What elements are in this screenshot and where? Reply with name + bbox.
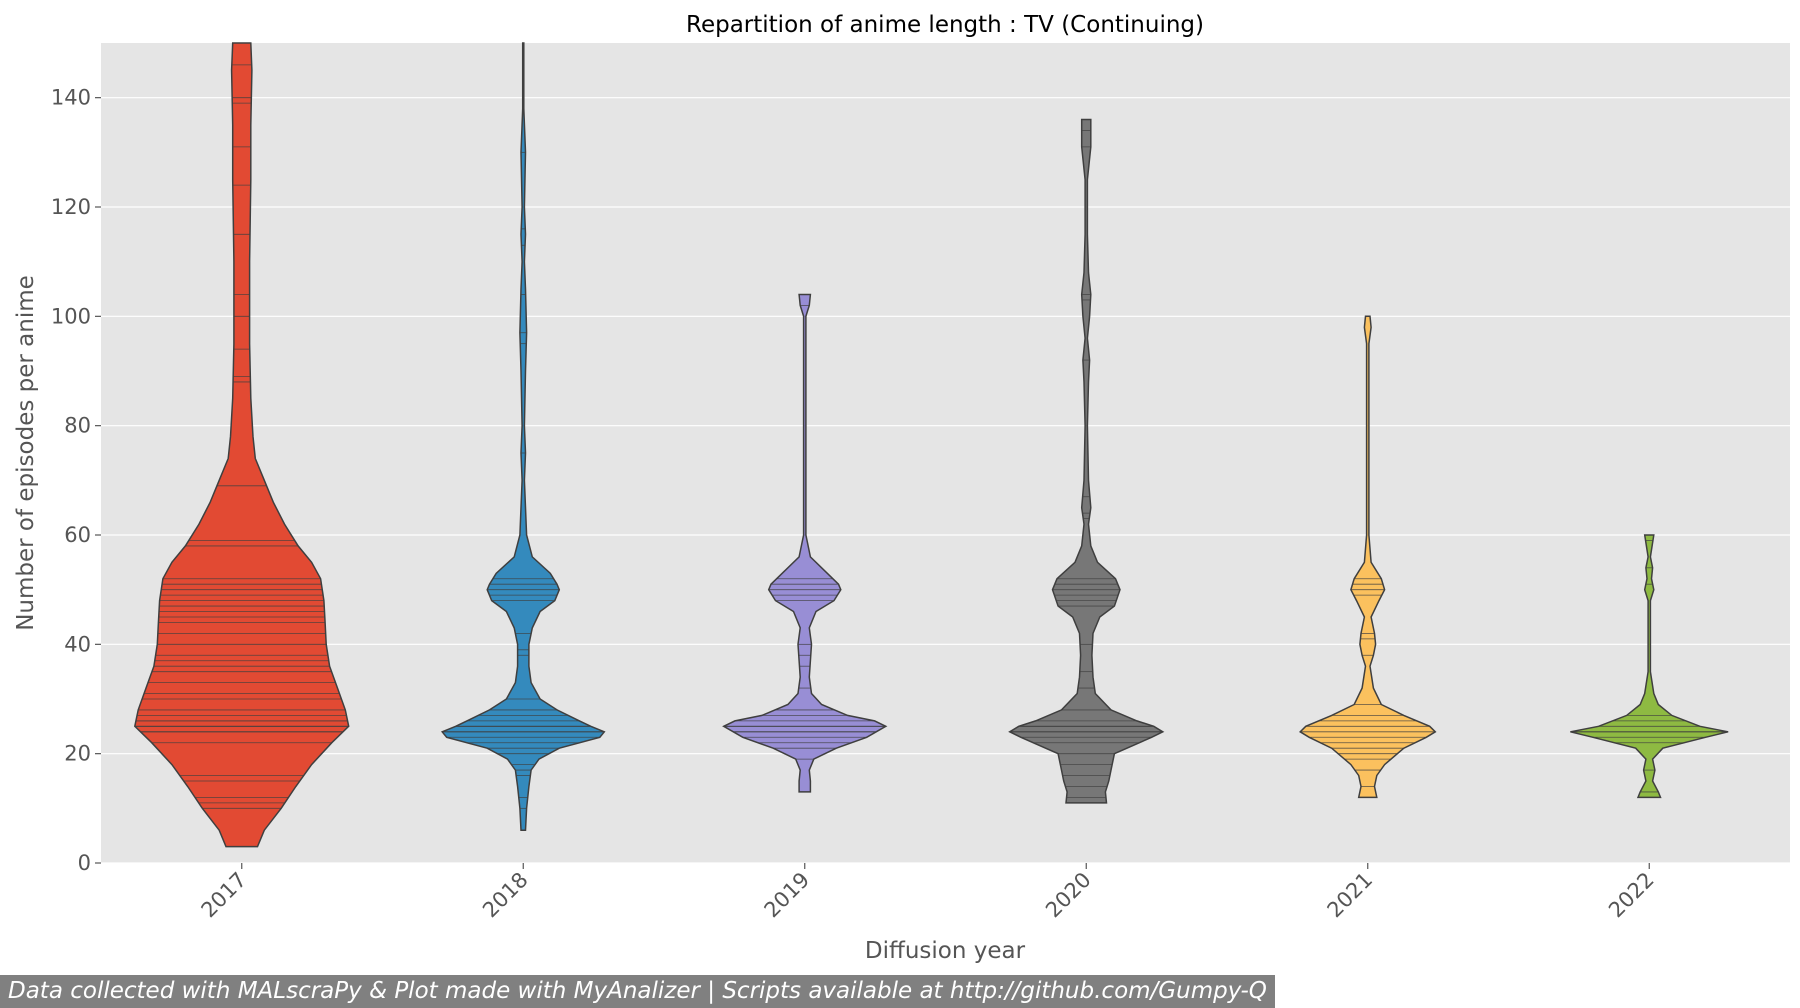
violin-2021 xyxy=(1298,315,1437,799)
y-tick-label: 20 xyxy=(64,742,91,766)
x-axis-ticks: 2017 2018 2019 2020 2021 2022 xyxy=(197,863,1659,922)
y-axis-label: Number of episodes per anime xyxy=(13,275,39,631)
x-tick-label: 2021 xyxy=(1323,868,1378,923)
violin-2018 xyxy=(440,42,606,831)
violin-body xyxy=(440,42,606,831)
x-tick-label: 2019 xyxy=(760,868,815,923)
chart-title: Repartition of anime length : TV (Contin… xyxy=(686,12,1204,38)
violin-body xyxy=(1298,315,1437,799)
violin-body xyxy=(722,293,888,793)
y-tick-label: 100 xyxy=(51,304,91,328)
plot-area-background xyxy=(101,43,1790,863)
y-tick-label: 140 xyxy=(51,86,91,110)
y-tick-label: 60 xyxy=(64,523,91,547)
violin-body xyxy=(1008,118,1165,804)
violin-2017 xyxy=(133,42,350,848)
y-tick-label: 120 xyxy=(51,195,91,219)
y-tick-label: 40 xyxy=(64,632,91,656)
x-tick-label: 2018 xyxy=(478,868,533,923)
violin-2019 xyxy=(722,293,888,793)
y-axis-ticks: 0 20 40 60 80 100 120 140 xyxy=(51,86,101,875)
gridlines xyxy=(101,97,1790,864)
x-tick-label: 2022 xyxy=(1604,868,1659,923)
x-tick-label: 2020 xyxy=(1041,868,1096,923)
y-tick-label: 80 xyxy=(64,414,91,438)
violin-body xyxy=(133,42,350,848)
x-tick-label: 2017 xyxy=(197,868,252,923)
violins xyxy=(133,42,1729,848)
violin-2022 xyxy=(1570,534,1729,799)
footer-credit: Data collected with MALscraPy & Plot mad… xyxy=(0,975,1275,1008)
violin-2020 xyxy=(1008,118,1165,804)
y-tick-label: 0 xyxy=(78,851,91,875)
x-axis-label: Diffusion year xyxy=(865,938,1026,964)
